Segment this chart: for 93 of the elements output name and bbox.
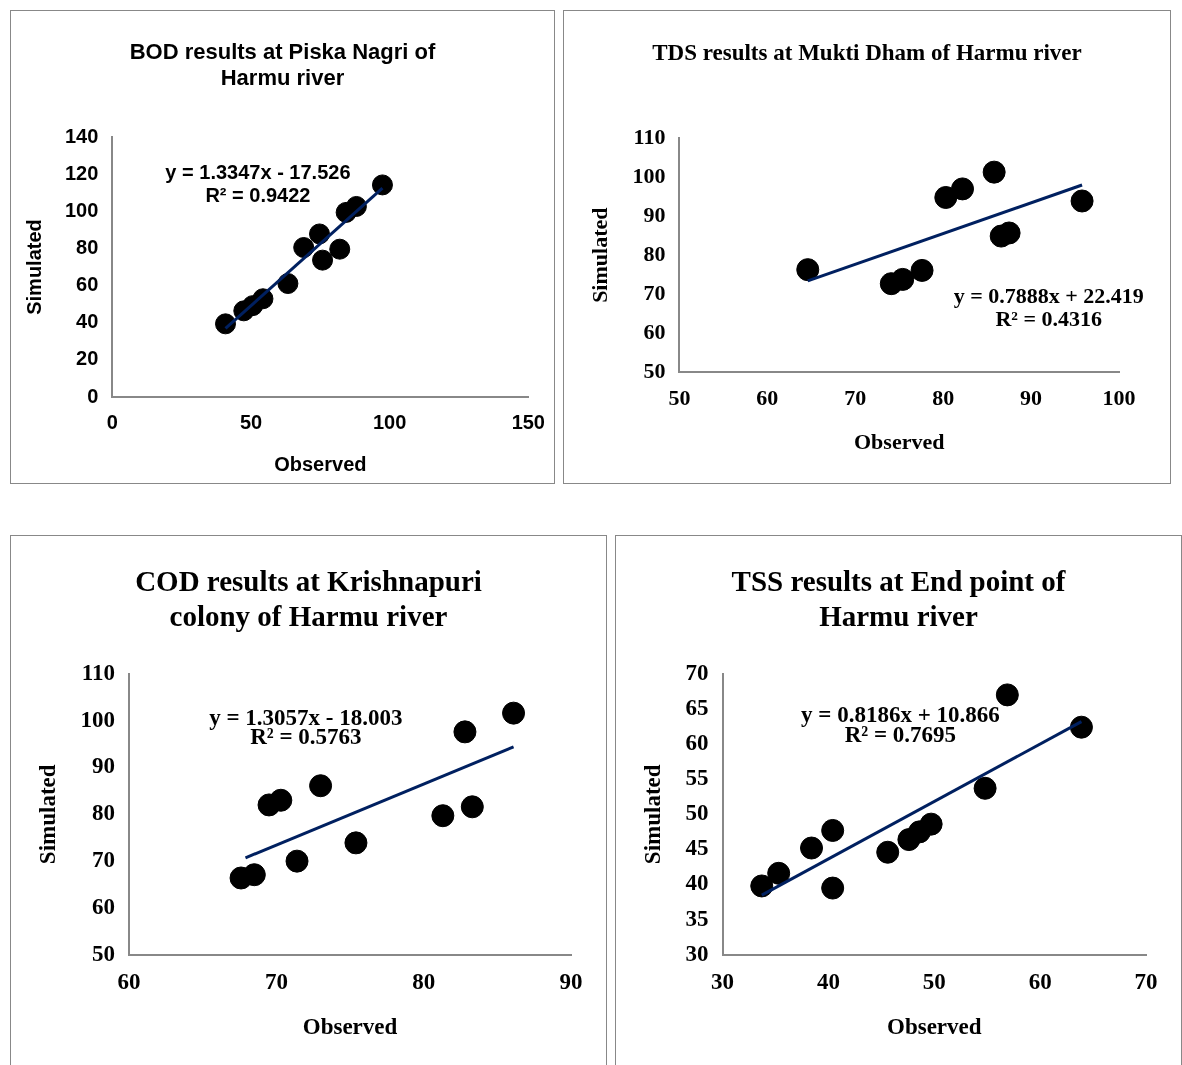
y-axis-title: Simulated	[22, 219, 45, 315]
point	[309, 774, 333, 798]
y-tick-label: 50	[643, 357, 666, 383]
y-tick-label: 70	[92, 847, 116, 873]
x-tick-label: 50	[239, 410, 263, 433]
y-tick-label: 20	[76, 347, 99, 370]
point	[910, 258, 934, 282]
point	[800, 836, 824, 860]
point	[876, 840, 900, 864]
chart-title: TSS results at End point of Harmu river	[730, 564, 1067, 634]
x-axis-title: Observed	[274, 452, 367, 475]
y-tick-label: 100	[64, 198, 99, 221]
x-tick-label: 80	[932, 385, 955, 411]
point	[371, 174, 393, 196]
x-tick-label: 50	[668, 385, 691, 411]
x-tick-label: 80	[412, 968, 436, 994]
point	[796, 258, 820, 282]
chart-title: TDS results at Mukti Dham of Harmu river	[652, 39, 1082, 67]
y-axis-title: Simulated	[639, 764, 665, 865]
point	[269, 788, 293, 812]
point	[973, 776, 997, 800]
y-tick-label: 80	[92, 800, 116, 826]
x-tick-label: 50	[922, 968, 946, 994]
y-tick-label: 80	[76, 235, 99, 258]
x-tick-label: 70	[264, 968, 288, 994]
y-tick-label: 140	[64, 124, 99, 147]
x-tick-label: 100	[1102, 385, 1136, 411]
y-axis-title: Simulated	[586, 207, 612, 303]
point	[1069, 715, 1093, 739]
y-tick-label: 90	[92, 753, 116, 779]
y-tick-label: 100	[632, 162, 666, 188]
point	[821, 818, 845, 842]
y-tick-label: 90	[643, 201, 666, 227]
point	[982, 160, 1006, 184]
point	[1070, 189, 1094, 213]
x-tick-label: 40	[816, 968, 840, 994]
point	[919, 812, 943, 836]
y-tick-label: 120	[64, 161, 99, 184]
y-tick-label: 50	[92, 940, 116, 966]
point	[312, 249, 334, 271]
point	[453, 720, 477, 744]
y-tick-label: 60	[92, 893, 116, 919]
y-tick-label: 60	[685, 729, 709, 755]
x-tick-label: 90	[559, 968, 583, 994]
point	[285, 849, 309, 873]
x-tick-label: 70	[844, 385, 867, 411]
y-tick-label: 60	[76, 273, 99, 296]
y-tick-label: 50	[685, 800, 709, 826]
annotation: R² = 0.4316	[995, 306, 1102, 332]
y-tick-label: 110	[81, 659, 116, 685]
y-tick-label: 40	[76, 310, 99, 333]
y-tick-label: 60	[643, 318, 666, 344]
y-axis-title: Simulated	[34, 764, 60, 865]
x-tick-label: 60	[117, 968, 141, 994]
y-tick-label: 65	[685, 694, 709, 720]
x-axis-title: Observed	[853, 429, 945, 455]
y-tick-label: 30	[685, 940, 709, 966]
y-tick-label: 70	[643, 279, 666, 305]
point	[344, 831, 368, 855]
point	[502, 701, 526, 725]
y-tick-label: 100	[80, 706, 116, 732]
x-tick-label: 30	[711, 968, 735, 994]
point	[891, 267, 915, 291]
point	[431, 804, 455, 828]
point	[767, 861, 791, 885]
y-tick-label: 35	[685, 905, 709, 931]
x-tick-label: 150	[511, 410, 545, 433]
y-tick-label: 80	[643, 240, 666, 266]
x-tick-label: 70	[1134, 968, 1158, 994]
annotation: R² = 0.5763	[250, 724, 362, 750]
y-tick-label: 45	[685, 835, 709, 861]
point	[460, 795, 484, 819]
y-tick-label: 40	[685, 870, 709, 896]
point	[951, 177, 974, 201]
point	[329, 238, 351, 260]
x-axis-title: Observed	[887, 1014, 982, 1040]
chart-title: COD results at Krishnapuri colony of Harmu river	[134, 564, 483, 634]
point	[242, 863, 266, 887]
x-tick-label: 60	[756, 385, 779, 411]
annotation: R² = 0.9422	[205, 184, 311, 207]
x-tick-label: 100	[372, 410, 407, 433]
x-tick-label: 60	[1028, 968, 1052, 994]
y-tick-label: 110	[633, 123, 666, 149]
x-tick-label: 90	[1020, 385, 1043, 411]
y-tick-label: 55	[685, 765, 709, 791]
point	[821, 876, 845, 900]
point	[995, 683, 1019, 707]
y-tick-label: 70	[685, 659, 709, 685]
point	[277, 273, 299, 295]
x-axis-title: Observed	[302, 1014, 398, 1040]
annotation: y = 0.7888x + 22.419	[953, 283, 1144, 309]
chart-title: BOD results at Piska Nagri of Harmu river	[128, 39, 437, 92]
annotation: y = 1.3347x - 17.526	[165, 160, 351, 183]
